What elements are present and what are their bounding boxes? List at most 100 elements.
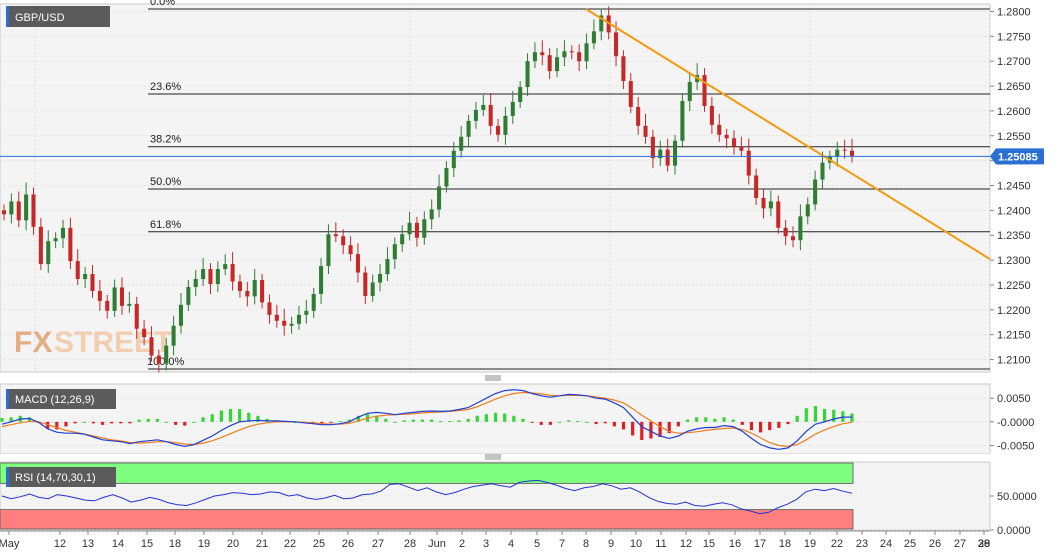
candle-body: [83, 274, 88, 280]
candle-body: [46, 241, 51, 265]
time-tick-label: 8: [583, 538, 589, 550]
candle-body: [481, 104, 486, 110]
candle-body: [289, 323, 294, 326]
time-tick-label: May: [0, 538, 20, 550]
candle-body: [16, 201, 21, 221]
candle-body: [149, 337, 154, 356]
macd-hist-bar: [585, 421, 589, 423]
candle-body: [186, 286, 191, 305]
candle-body: [274, 314, 279, 321]
macd-hist-bar: [247, 412, 251, 422]
macd-hist-bar: [201, 417, 205, 422]
time-tick-label: 22: [831, 538, 843, 550]
time-tick-label: 18: [169, 538, 181, 550]
candle-body: [555, 57, 560, 72]
candle-body: [672, 140, 678, 166]
candle-body: [496, 125, 501, 135]
candle-body: [60, 227, 66, 239]
symbol-title-accent: [6, 6, 9, 27]
candle-body: [503, 115, 508, 135]
macd-hist-bar: [512, 415, 516, 422]
macd-hist-bar: [64, 421, 68, 427]
candle-body: [75, 261, 80, 280]
candle-body: [547, 55, 552, 72]
macd-hist-bar: [768, 421, 772, 431]
candle-body: [90, 274, 95, 291]
candle-body: [355, 254, 360, 273]
macd-hist-bar: [100, 421, 105, 425]
macd-axis: 0.0050 -0.0000 -0.0050: [990, 393, 1034, 452]
time-tick-label: 23: [856, 538, 868, 550]
candle-body: [407, 222, 412, 235]
panel-splitter-1[interactable]: [0, 373, 990, 383]
macd-hist-bar: [530, 421, 534, 423]
candle-body: [142, 328, 147, 338]
candle-body: [628, 81, 633, 107]
macd-hist-bar: [219, 410, 223, 422]
rsi-grid: [0, 495, 990, 531]
candle-body: [643, 125, 648, 137]
trendline[interactable]: [585, 8, 991, 260]
candle-body: [739, 146, 744, 151]
candle-body: [650, 136, 655, 159]
macd-hist-bar: [804, 408, 808, 422]
time-tick-label: 27: [372, 538, 384, 550]
time-tick-label: 4: [508, 538, 514, 550]
candle-body: [488, 104, 493, 126]
rsi-overbought-zone: [0, 462, 854, 484]
time-tick-label: 28: [404, 538, 416, 550]
time-tick-label: 15: [141, 538, 153, 550]
candle-body: [31, 194, 36, 227]
fib-level-label: 61.8%: [150, 219, 181, 231]
time-tick-label: 5: [534, 538, 540, 550]
time-tick-label: 14: [112, 538, 124, 550]
macd-hist-bar: [704, 417, 708, 422]
candles: [1, 6, 855, 373]
macd-hist-bar: [192, 421, 196, 423]
candle-body: [97, 290, 102, 301]
candle-body: [201, 269, 206, 280]
candle-body: [245, 290, 250, 297]
candle-body: [577, 52, 582, 62]
candle-body: [164, 345, 169, 364]
panel-splitter-2[interactable]: [0, 454, 990, 462]
fxstreet-logo: FX STREET: [14, 326, 172, 359]
candle-body: [562, 51, 567, 58]
time-tick-label: 30: [978, 538, 990, 550]
macd-hist-bar: [155, 418, 159, 422]
candle-body: [429, 209, 434, 220]
macd-hist-bar: [256, 415, 260, 422]
macd-hist-bar: [375, 415, 379, 422]
price-axis: 1.28001.27501.27001.26501.26001.25501.25…: [990, 6, 1031, 367]
candle-body: [341, 236, 346, 246]
price-tick-label: 1.2350: [997, 230, 1031, 242]
time-tick-label: 16: [729, 538, 741, 550]
macd-hist-bar: [484, 414, 489, 422]
time-tick-label: 13: [82, 538, 94, 550]
candle-body: [702, 75, 707, 106]
rsi-axis: 50.0000 0.0000: [990, 491, 1037, 537]
macd-hist-bar: [82, 421, 86, 423]
macd-title-box: [6, 389, 116, 409]
candle-body: [414, 222, 419, 238]
time-tick-label: 26: [342, 538, 354, 550]
candle-body: [820, 162, 825, 180]
candle-body: [761, 197, 766, 209]
price-tick-label: 1.2200: [997, 305, 1031, 317]
rsi-title-accent: [6, 467, 9, 487]
macd-hist-bar: [521, 418, 525, 422]
macd-hist-bar: [832, 409, 836, 422]
candle-body: [422, 219, 427, 238]
time-tick-label: 12: [680, 538, 692, 550]
candle-body: [215, 269, 220, 284]
candle-body: [326, 234, 331, 267]
macd-hist-bar: [612, 421, 616, 427]
candle-body: [768, 201, 773, 209]
candle-body: [525, 61, 530, 88]
time-tick-label: 22: [284, 538, 296, 550]
candle-body: [68, 227, 73, 262]
candle-body: [230, 264, 235, 282]
candle-body: [127, 303, 132, 306]
candle-body: [591, 31, 596, 44]
